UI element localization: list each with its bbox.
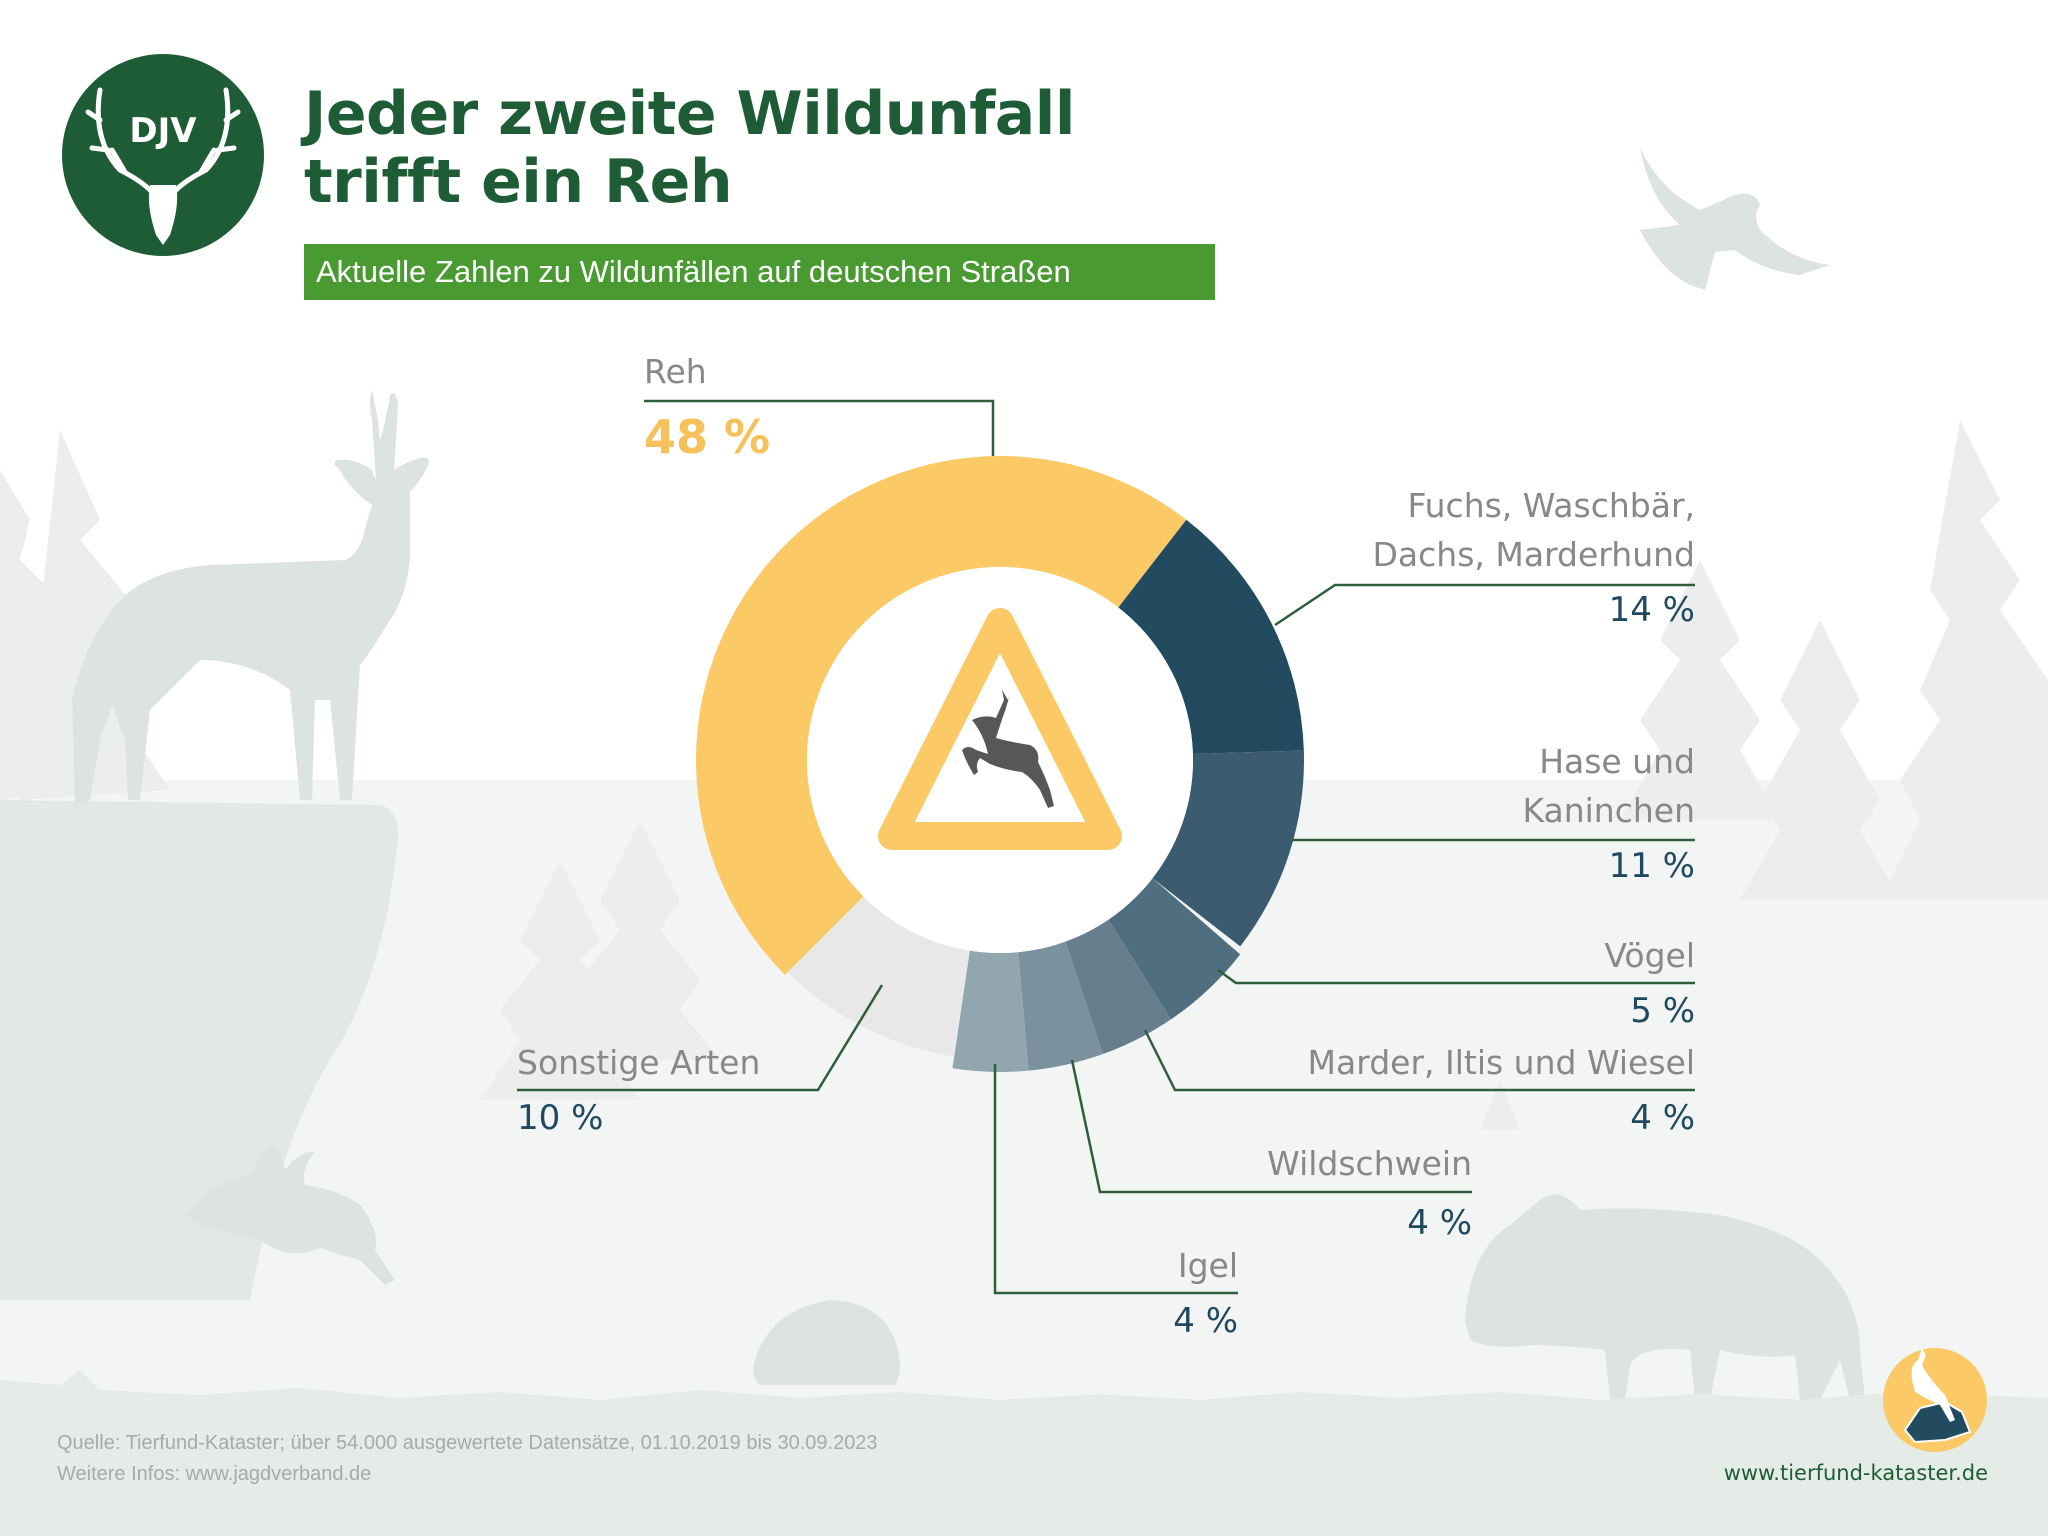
label-fuchs-line-2: Dachs, Marderhund: [1372, 535, 1695, 574]
bird-silhouette: [1640, 148, 1830, 290]
value-igel: 4 %: [1173, 1301, 1238, 1341]
map-icon: [1903, 1400, 1972, 1444]
roe-deer-silhouette: [72, 390, 429, 805]
value-marder: 4 %: [1630, 1098, 1695, 1138]
leader-line-wildschwein: [1070, 1059, 1472, 1194]
page-title: Jeder zweite Wildunfall trifft ein Reh: [304, 80, 1075, 216]
label-fuchs-line-1: Fuchs, Waschbär,: [1407, 486, 1695, 525]
value-hase: 11 %: [1608, 846, 1695, 886]
subtitle-bar: Aktuelle Zahlen zu Wildunfällen auf deut…: [304, 244, 1215, 300]
more-info-note: Weitere Infos: www.jagdverband.de: [57, 1463, 372, 1485]
donut-slice-8: [787, 896, 970, 1057]
value-fuchs: 14 %: [1608, 590, 1695, 630]
hare-silhouette: [185, 1145, 395, 1285]
donut-slice-2: [1118, 519, 1304, 754]
label-reh: Reh: [644, 352, 707, 391]
donut-slice-5: [1065, 919, 1171, 1055]
title-line-2: trifft ein Reh: [304, 147, 733, 217]
antler-icon: [85, 87, 241, 193]
label-hase-line-2: Kaninchen: [1522, 791, 1695, 830]
djv-logo-circle: [62, 54, 264, 256]
hedgehog-silhouette: [753, 1300, 900, 1385]
deer-crossing-warning-sign-icon: [878, 608, 1122, 850]
partner-url[interactable]: www.tierfund-kataster.de: [1723, 1461, 1988, 1485]
leader-line-reh: [644, 399, 995, 456]
donut-slice-1: [695, 455, 1187, 975]
djv-logo-text: DJV: [129, 111, 197, 151]
leader-line-voegel: [1217, 968, 1695, 985]
value-sonstige: 10 %: [517, 1098, 604, 1138]
leader-line-marder: [1143, 1029, 1695, 1092]
source-note: Quelle: Tierfund-Kataster; über 54.000 a…: [57, 1432, 878, 1454]
stag-head-icon: [148, 185, 178, 245]
donut-slices: [695, 455, 1304, 1072]
leader-line-fuchs: [1274, 583, 1695, 627]
donut-slice-7: [952, 950, 1029, 1072]
subtitle: Aktuelle Zahlen zu Wildunfällen auf deut…: [316, 254, 1071, 289]
leader-line-sonstige: [517, 984, 884, 1092]
label-marder: Marder, Iltis und Wiesel: [1307, 1043, 1695, 1082]
value-reh: 48 %: [644, 410, 771, 464]
label-wildschwein: Wildschwein: [1267, 1144, 1472, 1183]
leader-line-igel: [993, 1064, 1238, 1295]
label-voegel: Vögel: [1604, 936, 1695, 975]
title-line-1: Jeder zweite Wildunfall: [304, 79, 1075, 149]
leaping-deer-icon: [1911, 1348, 1955, 1422]
value-wildschwein: 4 %: [1407, 1203, 1472, 1243]
label-hase-line-1: Hase und: [1539, 742, 1695, 781]
rock-ledge: [0, 800, 399, 1300]
donut-slice-6: [1018, 941, 1103, 1071]
donut-slice-3: [1152, 750, 1304, 947]
label-sonstige: Sonstige Arten: [517, 1043, 761, 1082]
value-voegel: 5 %: [1630, 991, 1695, 1031]
donut-slice-4: [1108, 878, 1241, 1020]
label-igel: Igel: [1177, 1246, 1238, 1285]
grass-ground: [0, 1370, 2048, 1536]
wild-boar-silhouette: [1465, 1194, 1865, 1400]
